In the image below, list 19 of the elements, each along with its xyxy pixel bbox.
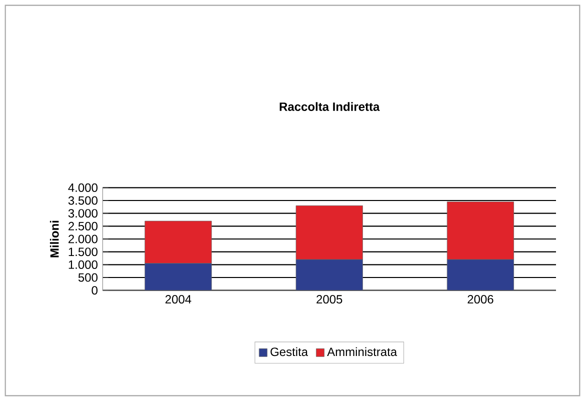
y-tick-label: 2.500 <box>68 222 98 230</box>
y-tick-label: 1.000 <box>68 260 98 269</box>
y-tick-label: 0 <box>92 286 98 295</box>
y-tick-label: 500 <box>78 273 98 282</box>
chart-title: Raccolta Indiretta <box>280 102 380 111</box>
y-axis-title: Milioni <box>50 220 59 258</box>
x-tick-label: 2005 <box>316 295 342 304</box>
y-tick-label: 3.000 <box>68 209 98 218</box>
legend-label: Amministrata <box>327 347 398 356</box>
bar <box>446 259 514 290</box>
y-tick-label: 1.500 <box>68 248 98 256</box>
legend-label: Gestita <box>270 347 308 356</box>
bar <box>296 259 363 290</box>
x-tick-label: 2006 <box>468 295 494 304</box>
y-tick-label: 3.500 <box>68 196 98 205</box>
bar <box>144 263 212 290</box>
y-tick-label: 2.000 <box>68 234 98 244</box>
y-tick-label: 4.000 <box>68 183 98 192</box>
x-tick-label: 2004 <box>165 295 192 304</box>
